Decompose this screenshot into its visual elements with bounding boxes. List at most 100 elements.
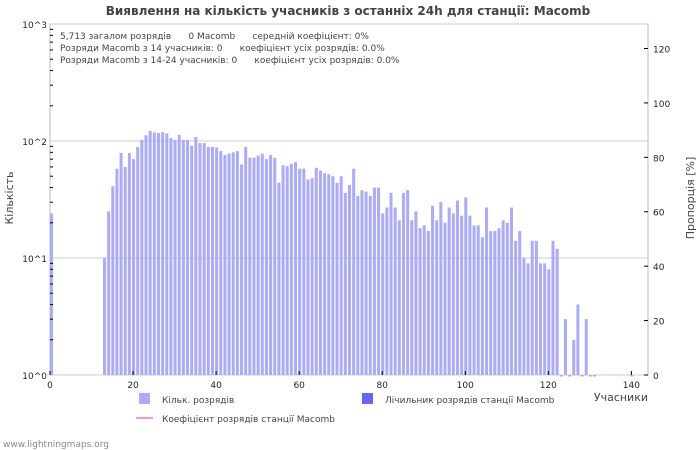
bar (489, 231, 493, 375)
bar (339, 176, 343, 375)
bar (435, 220, 439, 375)
bar (335, 182, 339, 375)
bar (514, 240, 518, 375)
bar (526, 263, 530, 375)
bar (559, 375, 563, 377)
bar (455, 200, 459, 375)
bar (401, 192, 405, 375)
watermark: www.lightningmaps.org (3, 440, 109, 450)
bar (169, 138, 173, 375)
x-tick-label: 80 (376, 381, 388, 391)
x-tick-label: 60 (293, 381, 305, 391)
bar (530, 240, 534, 375)
y2-tick-label: 100 (653, 100, 670, 110)
bar (576, 304, 580, 375)
bar (294, 162, 298, 375)
bar (543, 263, 547, 375)
x-tick-label: 120 (540, 381, 557, 391)
bar (210, 146, 214, 375)
y2-axis-label: Пропорція [%] (684, 157, 697, 240)
bar (356, 195, 360, 375)
bar (177, 134, 181, 375)
bar (252, 157, 256, 375)
bar (368, 195, 372, 375)
info-line-1: 5,713 загалом розрядів 0 Macomb середній… (60, 32, 369, 42)
bar (397, 220, 401, 375)
bar (360, 190, 364, 375)
y-tick-label: 10^0 (22, 372, 47, 382)
bar (501, 220, 505, 375)
bar (588, 375, 592, 377)
bar (144, 135, 148, 375)
bar (215, 147, 219, 375)
bar (306, 179, 310, 375)
y-axis-label: Кількість (3, 171, 16, 224)
x-tick-label: 0 (47, 381, 53, 391)
bar (505, 222, 509, 375)
bar (480, 237, 484, 375)
bar (148, 130, 152, 375)
bar (285, 166, 289, 375)
info-line-2: Розряди Macomb з 14 учасників: 0 коефіці… (60, 44, 385, 54)
bar (206, 146, 210, 375)
bar (314, 167, 318, 375)
bar (273, 157, 277, 375)
x-tick-label: 20 (127, 381, 139, 391)
y-tick-label: 10^3 (22, 21, 47, 31)
bar (555, 248, 559, 375)
bar (414, 211, 418, 375)
bar (173, 139, 177, 375)
bar (348, 185, 351, 375)
bar (439, 202, 443, 375)
bar (547, 269, 551, 375)
bar (443, 222, 447, 375)
bar (472, 225, 476, 375)
bar (372, 187, 376, 375)
bar (451, 213, 455, 375)
bar (393, 207, 397, 375)
bar (302, 168, 306, 375)
y2-tick-label: 60 (653, 209, 665, 219)
bar (431, 205, 435, 375)
bar (485, 207, 489, 375)
bar (563, 319, 567, 375)
bar (140, 139, 144, 375)
bar (318, 170, 322, 375)
y2-tick-label: 120 (653, 45, 670, 55)
bar (198, 143, 202, 375)
bar (323, 173, 327, 375)
bar (468, 215, 472, 375)
bar (269, 154, 273, 375)
bar (580, 375, 584, 377)
bar (111, 186, 115, 375)
y-tick-label: 10^2 (22, 138, 47, 148)
bar (186, 139, 190, 375)
bar (132, 159, 136, 375)
bar (460, 215, 464, 375)
bar (551, 240, 555, 375)
bar (190, 145, 194, 375)
bar (202, 143, 206, 375)
info-line-3: Розряди Macomb з 14-24 учасників: 0 коеф… (60, 56, 400, 66)
y-tick-label: 10^1 (22, 255, 47, 265)
bar (219, 151, 223, 375)
bar (227, 153, 231, 375)
bar (240, 164, 244, 375)
bar (493, 231, 497, 375)
bar (509, 207, 513, 375)
x-tick-label: 140 (623, 381, 640, 391)
bar (377, 187, 381, 375)
bar (156, 133, 160, 375)
x-tick-label: 40 (210, 381, 222, 391)
bar (50, 213, 53, 375)
bar (343, 192, 347, 375)
bar (426, 231, 430, 375)
bar (310, 178, 314, 375)
bar (476, 225, 480, 375)
bar (123, 166, 127, 375)
bar (418, 228, 422, 375)
bar (406, 190, 410, 375)
bar (102, 258, 106, 375)
bar (115, 168, 119, 375)
